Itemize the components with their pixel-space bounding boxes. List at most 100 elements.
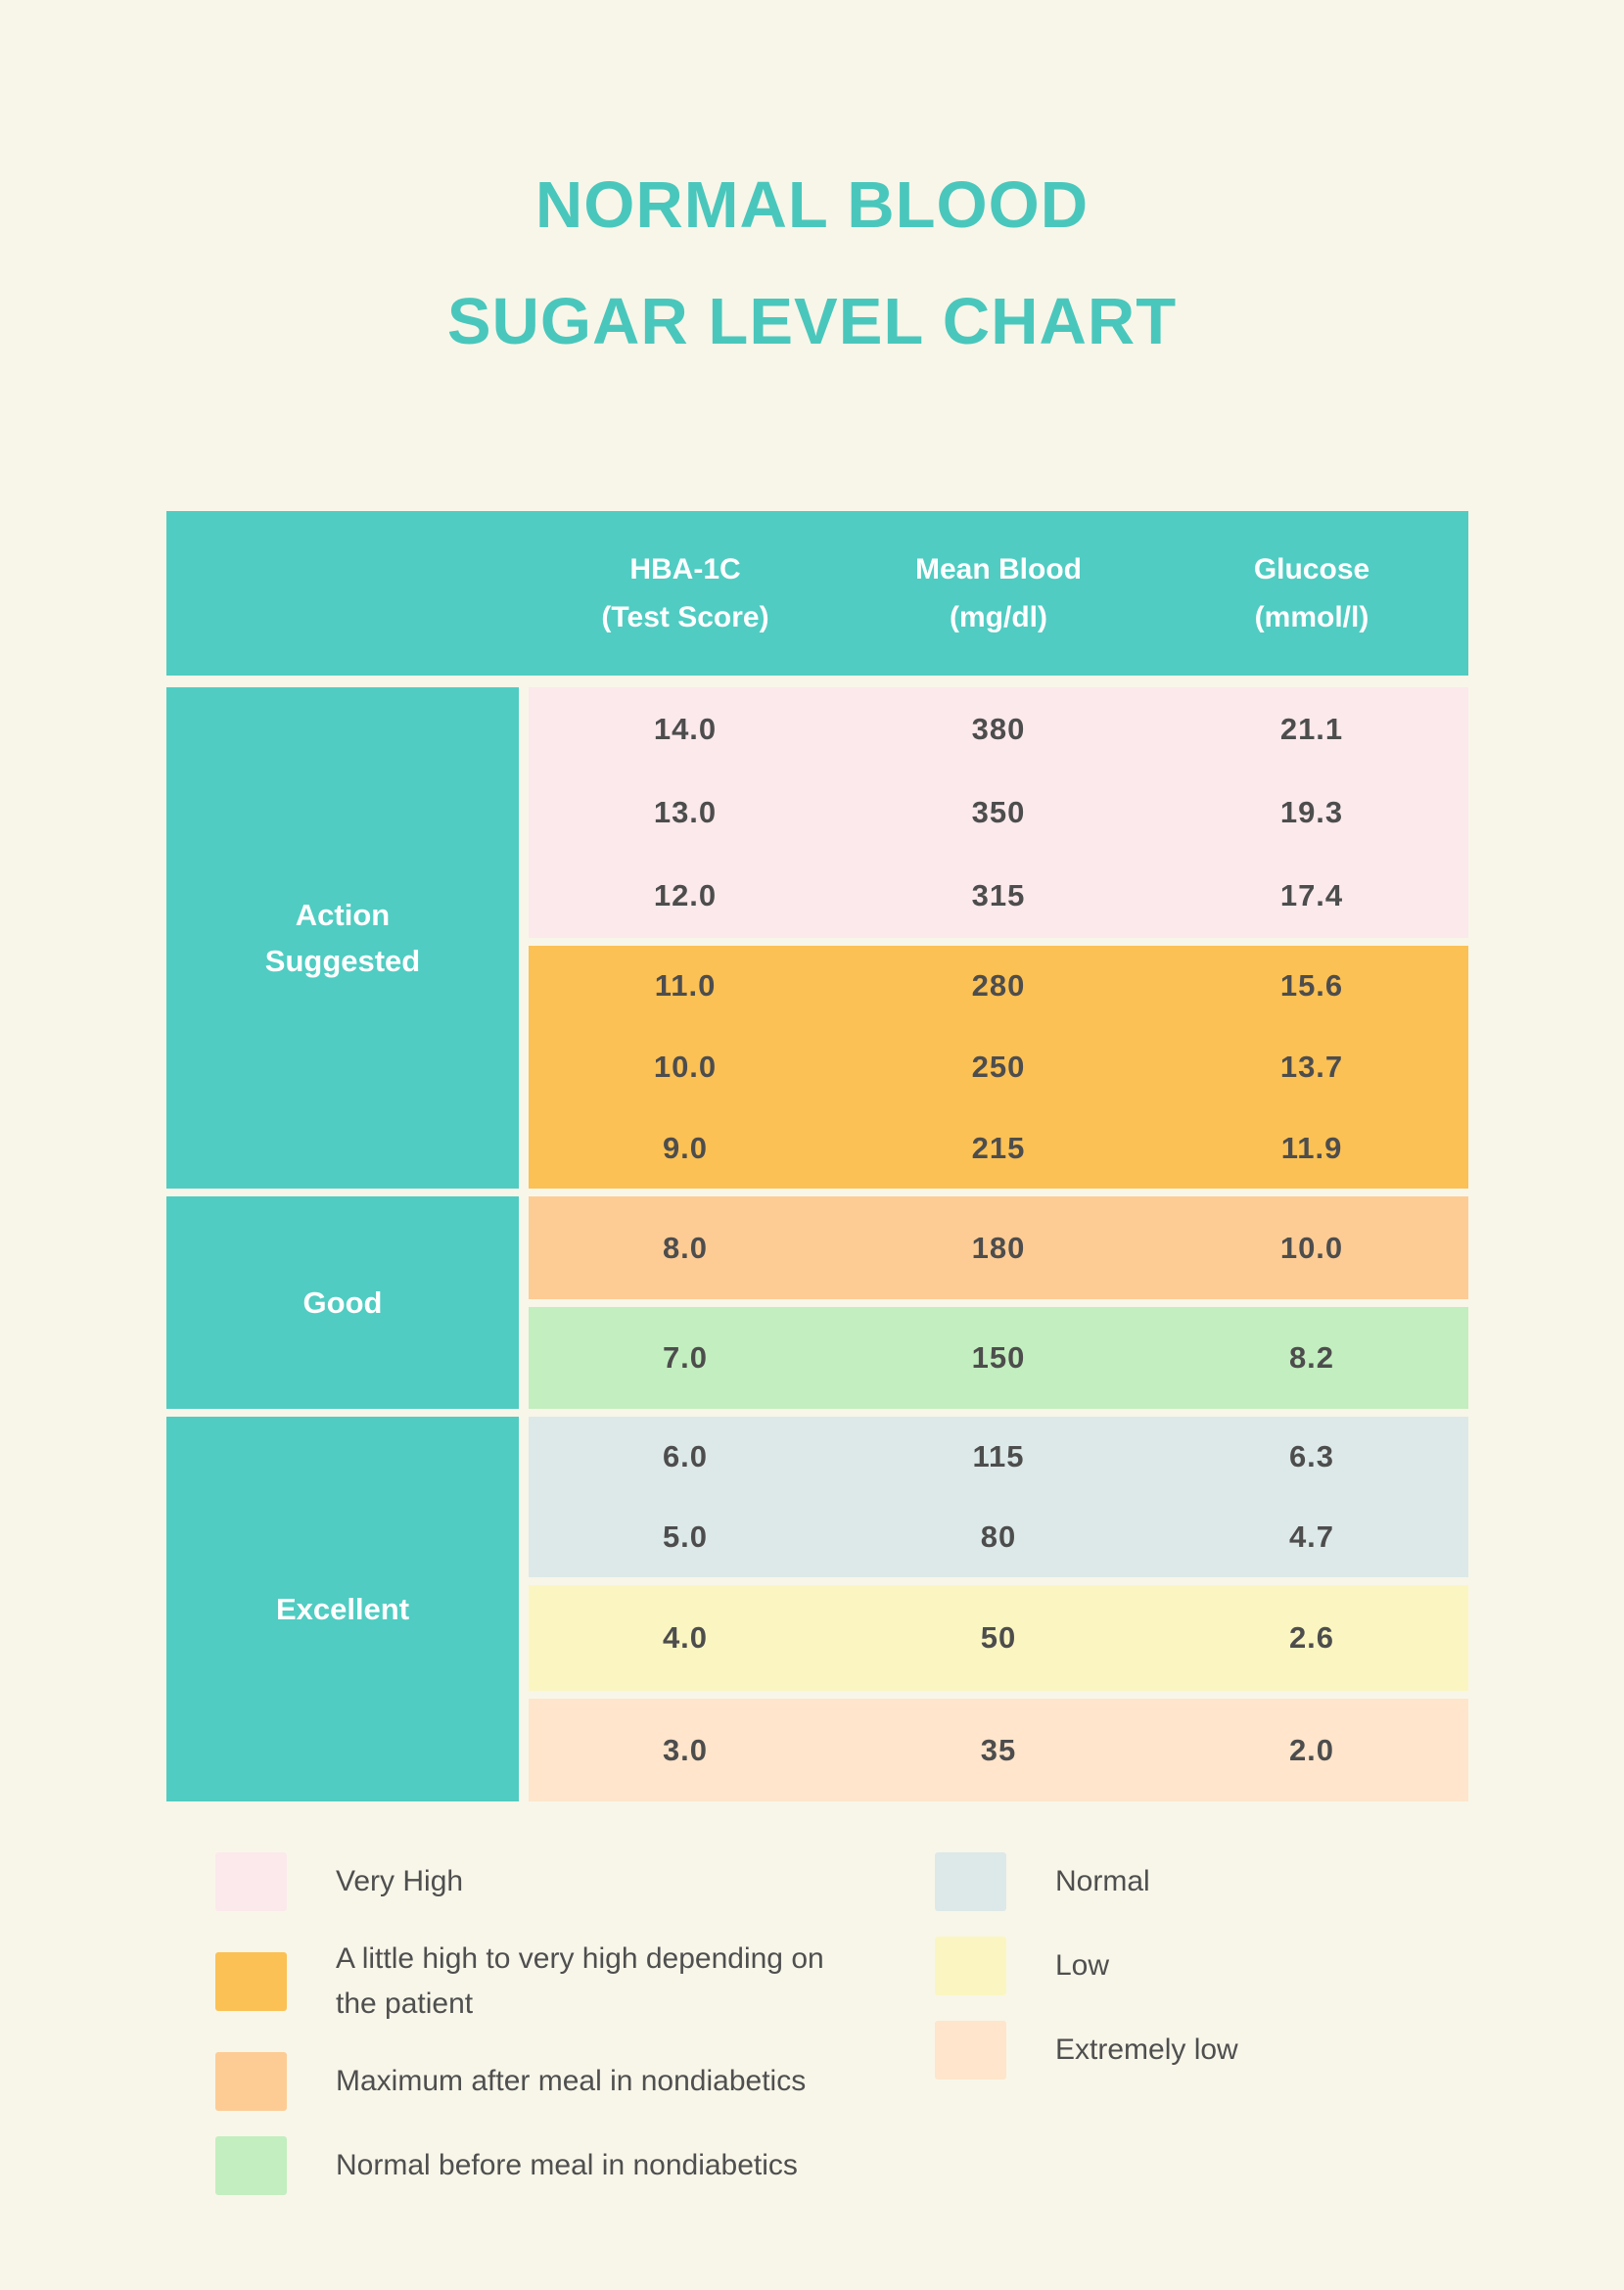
legend-item-extremely-low: Extremely low [935, 2021, 1483, 2080]
cell-hba1c: 9.0 [662, 1130, 709, 1165]
row-group-excellent: Excellent 6.0 115 6.3 5.0 80 4.7 [166, 1417, 1468, 1801]
cell-hba1c: 4.0 [662, 1620, 709, 1655]
cell-glucose: 13.7 [1279, 1050, 1344, 1084]
cell-glucose: 21.1 [1279, 711, 1344, 746]
legend-label: Maximum after meal in nondiabetics [336, 2065, 807, 2097]
column-header-label: Glucose [1253, 553, 1370, 585]
cell-hba1c: 14.0 [653, 711, 718, 746]
table-row: 11.0 280 15.6 [529, 946, 1468, 1027]
table-row: 3.0 35 2.0 [529, 1699, 1468, 1801]
column-header-sublabel: (Test Score) [601, 601, 769, 633]
title-line-1: NORMAL BLOOD [534, 168, 1090, 242]
cell-hba1c: 8.0 [662, 1230, 709, 1265]
column-header-hba1c: HBA-1C (Test Score) [529, 545, 842, 641]
section-label-text: Good [302, 1285, 383, 1320]
cell-hba1c: 10.0 [653, 1050, 718, 1084]
section-label-excellent: Excellent [166, 1417, 519, 1801]
legend-swatch-little-high [215, 1952, 287, 2011]
column-header-glucose: Glucose (mmol/l) [1155, 545, 1468, 641]
legend: Very High A little high to very high dep… [215, 1852, 1483, 2195]
page-title: NORMAL BLOOD SUGAR LEVEL CHART [0, 147, 1624, 380]
column-header-label: Mean Blood [915, 553, 1082, 585]
cell-glucose: 2.6 [1288, 1620, 1335, 1655]
section-blocks: 14.0 380 21.1 13.0 350 19.3 12.0 315 [529, 687, 1468, 1189]
legend-label: Normal before meal in nondiabetics [336, 2149, 798, 2181]
column-header-label: HBA-1C [629, 553, 741, 585]
cell-mean-blood: 280 [971, 968, 1026, 1004]
row-group-good: Good 8.0 180 10.0 7.0 150 [166, 1196, 1468, 1409]
cell-hba1c: 7.0 [662, 1340, 709, 1375]
legend-item-low: Low [935, 1937, 1483, 1995]
cell-glucose: 6.3 [1288, 1439, 1335, 1473]
legend-label: Normal [1055, 1865, 1150, 1897]
table-row: 10.0 250 13.7 [529, 1027, 1468, 1108]
table-row: 14.0 380 21.1 [529, 687, 1468, 771]
cell-mean-blood: 80 [980, 1519, 1017, 1554]
cell-mean-blood: 315 [971, 878, 1026, 913]
table-row: 5.0 80 4.7 [529, 1497, 1468, 1577]
table-row: 4.0 50 2.6 [529, 1585, 1468, 1691]
table-body: Action Suggested 14.0 380 21.1 13.0 350 … [166, 687, 1468, 1801]
cell-glucose: 2.0 [1288, 1732, 1335, 1767]
legend-item-very-high: Very High [215, 1852, 850, 1911]
section-blocks: 6.0 115 6.3 5.0 80 4.7 4.0 5 [529, 1417, 1468, 1801]
block-very-high: 14.0 380 21.1 13.0 350 19.3 12.0 315 [529, 687, 1468, 938]
cell-glucose: 11.9 [1280, 1130, 1343, 1165]
section-blocks: 8.0 180 10.0 7.0 150 8.2 [529, 1196, 1468, 1409]
table-row: 6.0 115 6.3 [529, 1417, 1468, 1497]
legend-item-normal: Normal [935, 1852, 1483, 1911]
cell-glucose: 15.6 [1279, 968, 1344, 1004]
cell-mean-blood: 50 [980, 1620, 1017, 1655]
table-row: 8.0 180 10.0 [529, 1196, 1468, 1299]
legend-label: A little high to very high depending on … [336, 1942, 824, 2020]
block-max-after-meal: 8.0 180 10.0 [529, 1196, 1468, 1299]
legend-swatch-max-after-meal [215, 2052, 287, 2111]
cell-mean-blood: 215 [971, 1130, 1026, 1165]
section-label-text: Action Suggested [264, 898, 421, 978]
legend-column-left: Very High A little high to very high dep… [215, 1852, 850, 2195]
table-row: 12.0 315 17.4 [529, 855, 1468, 938]
cell-glucose: 10.0 [1279, 1230, 1344, 1265]
section-label-good: Good [166, 1196, 519, 1409]
cell-glucose: 8.2 [1288, 1340, 1335, 1375]
cell-hba1c: 3.0 [662, 1732, 709, 1767]
column-header-sublabel: (mmol/l) [1254, 601, 1369, 633]
legend-label: Very High [336, 1865, 464, 1897]
table-row: 7.0 150 8.2 [529, 1307, 1468, 1409]
row-group-action-suggested: Action Suggested 14.0 380 21.1 13.0 350 … [166, 687, 1468, 1189]
cell-glucose: 4.7 [1288, 1519, 1335, 1554]
cell-mean-blood: 380 [971, 711, 1026, 746]
column-header-sublabel: (mg/dl) [950, 601, 1047, 633]
cell-hba1c: 6.0 [662, 1439, 709, 1473]
section-label-action-suggested: Action Suggested [166, 687, 519, 1189]
cell-glucose: 19.3 [1279, 794, 1344, 829]
block-normal-before-meal: 7.0 150 8.2 [529, 1307, 1468, 1409]
table-header-row: HBA-1C (Test Score) Mean Blood (mg/dl) G… [166, 511, 1468, 676]
blood-sugar-table: HBA-1C (Test Score) Mean Blood (mg/dl) G… [166, 511, 1468, 1801]
block-extremely-low: 3.0 35 2.0 [529, 1699, 1468, 1801]
legend-label: Extremely low [1055, 2033, 1238, 2066]
block-little-high: 11.0 280 15.6 10.0 250 13.7 9.0 215 [529, 946, 1468, 1189]
legend-swatch-normal [935, 1852, 1006, 1911]
block-low: 4.0 50 2.6 [529, 1585, 1468, 1691]
cell-hba1c: 13.0 [653, 794, 718, 829]
cell-mean-blood: 180 [971, 1230, 1026, 1265]
title-line-2: SUGAR LEVEL CHART [446, 285, 1178, 358]
cell-mean-blood: 350 [971, 794, 1026, 829]
table-row: 9.0 215 11.9 [529, 1107, 1468, 1189]
legend-item-max-after-meal: Maximum after meal in nondiabetics [215, 2052, 850, 2111]
cell-mean-blood: 250 [971, 1050, 1026, 1084]
legend-item-normal-before-meal: Normal before meal in nondiabetics [215, 2136, 850, 2195]
cell-mean-blood: 115 [972, 1439, 1025, 1473]
cell-glucose: 17.4 [1279, 878, 1344, 913]
legend-swatch-very-high [215, 1852, 287, 1911]
cell-mean-blood: 35 [980, 1732, 1017, 1767]
legend-swatch-normal-before-meal [215, 2136, 287, 2195]
block-normal: 6.0 115 6.3 5.0 80 4.7 [529, 1417, 1468, 1577]
section-label-text: Excellent [275, 1592, 410, 1626]
legend-label: Low [1055, 1949, 1110, 1982]
legend-swatch-extremely-low [935, 2021, 1006, 2080]
cell-hba1c: 5.0 [662, 1519, 709, 1554]
legend-column-right: Normal Low Extremely low [935, 1852, 1483, 2080]
